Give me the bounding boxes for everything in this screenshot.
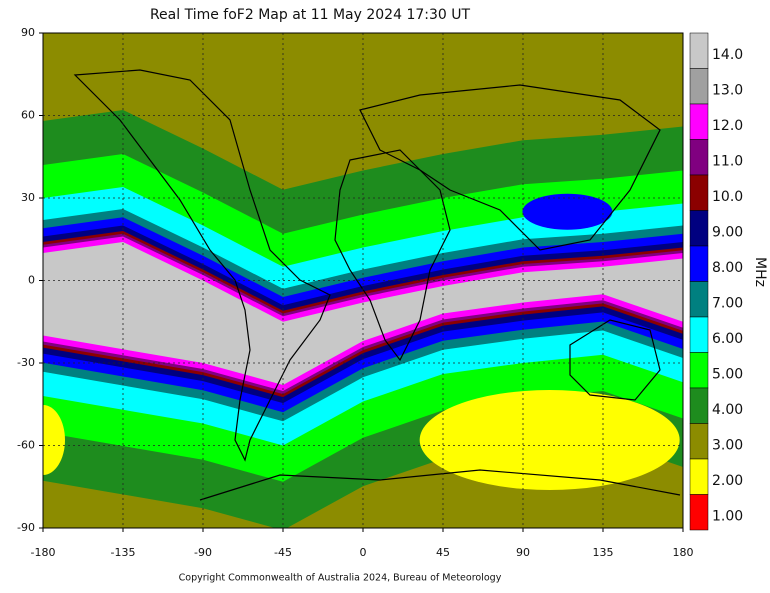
australia-outline	[569, 319, 661, 401]
colorbar-swatch	[689, 387, 709, 424]
colorbar-swatch	[689, 245, 709, 282]
colorbar-swatch	[689, 352, 709, 389]
colorbar-swatch	[689, 32, 709, 69]
colorbar-label: 7.00	[712, 295, 743, 311]
colorbar-swatch	[689, 458, 709, 495]
x-tick-label: -135	[111, 546, 136, 559]
x-tick-label: -90	[194, 546, 212, 559]
y-tick-label: 0	[28, 274, 35, 287]
colorbar-swatch	[689, 494, 709, 531]
africa-outline	[334, 149, 451, 362]
colorbar-label: 6.00	[712, 331, 743, 347]
x-tick-label: 180	[673, 546, 694, 559]
colorbar-label: 4.00	[712, 402, 743, 418]
x-tick-label: -180	[31, 546, 56, 559]
colorbar-swatch	[689, 316, 709, 353]
colorbar-label: 8.00	[712, 260, 743, 276]
colorbar-label: 3.00	[712, 437, 743, 453]
contour-layers	[43, 33, 683, 528]
contour-blob	[522, 193, 613, 230]
y-tick-label: -30	[17, 356, 35, 369]
americas-outline	[73, 69, 331, 462]
colorbar-swatch	[689, 103, 709, 140]
colorbar-label: 5.00	[712, 366, 743, 382]
y-tick-label: 90	[21, 26, 35, 39]
colorbar-label: 9.00	[712, 224, 743, 240]
eurasia-outline	[359, 84, 661, 251]
colorbar-swatch	[689, 281, 709, 318]
colorbar-label: 2.00	[712, 473, 743, 489]
colorbar-label: 12.0	[712, 118, 743, 134]
map-title: Real Time foF2 Map at 11 May 2024 17:30 …	[150, 7, 471, 23]
colorbar-swatch	[689, 139, 709, 176]
coastlines	[73, 69, 681, 501]
colorbar-swatch	[689, 68, 709, 105]
colorbar-label: 11.0	[712, 153, 743, 169]
y-tick-label: -90	[17, 521, 35, 534]
antarctica-outline	[199, 469, 681, 501]
colorbar-swatch	[689, 210, 709, 247]
x-tick-label: -45	[274, 546, 292, 559]
colorbar-label: 10.0	[712, 189, 743, 205]
x-tick-label: 135	[593, 546, 614, 559]
y-tick-label: 60	[21, 109, 35, 122]
y-tick-label: 30	[21, 191, 35, 204]
colorbar-unit: MHz	[752, 257, 768, 287]
contour-blob	[43, 405, 65, 475]
colorbar-label: 13.0	[712, 82, 743, 98]
copyright: Copyright Commonwealth of Australia 2024…	[179, 573, 502, 584]
x-tick-label: 0	[360, 546, 367, 559]
colorbar-label: 14.0	[712, 47, 743, 63]
x-tick-label: 45	[436, 546, 450, 559]
colorbar-label: 1.00	[712, 508, 743, 524]
contour-blob	[419, 390, 680, 490]
colorbar-swatch	[689, 174, 709, 211]
x-tick-label: 90	[516, 546, 530, 559]
colorbar-swatch	[689, 423, 709, 460]
plot-frame	[42, 32, 684, 529]
y-tick-label: -60	[17, 439, 35, 452]
